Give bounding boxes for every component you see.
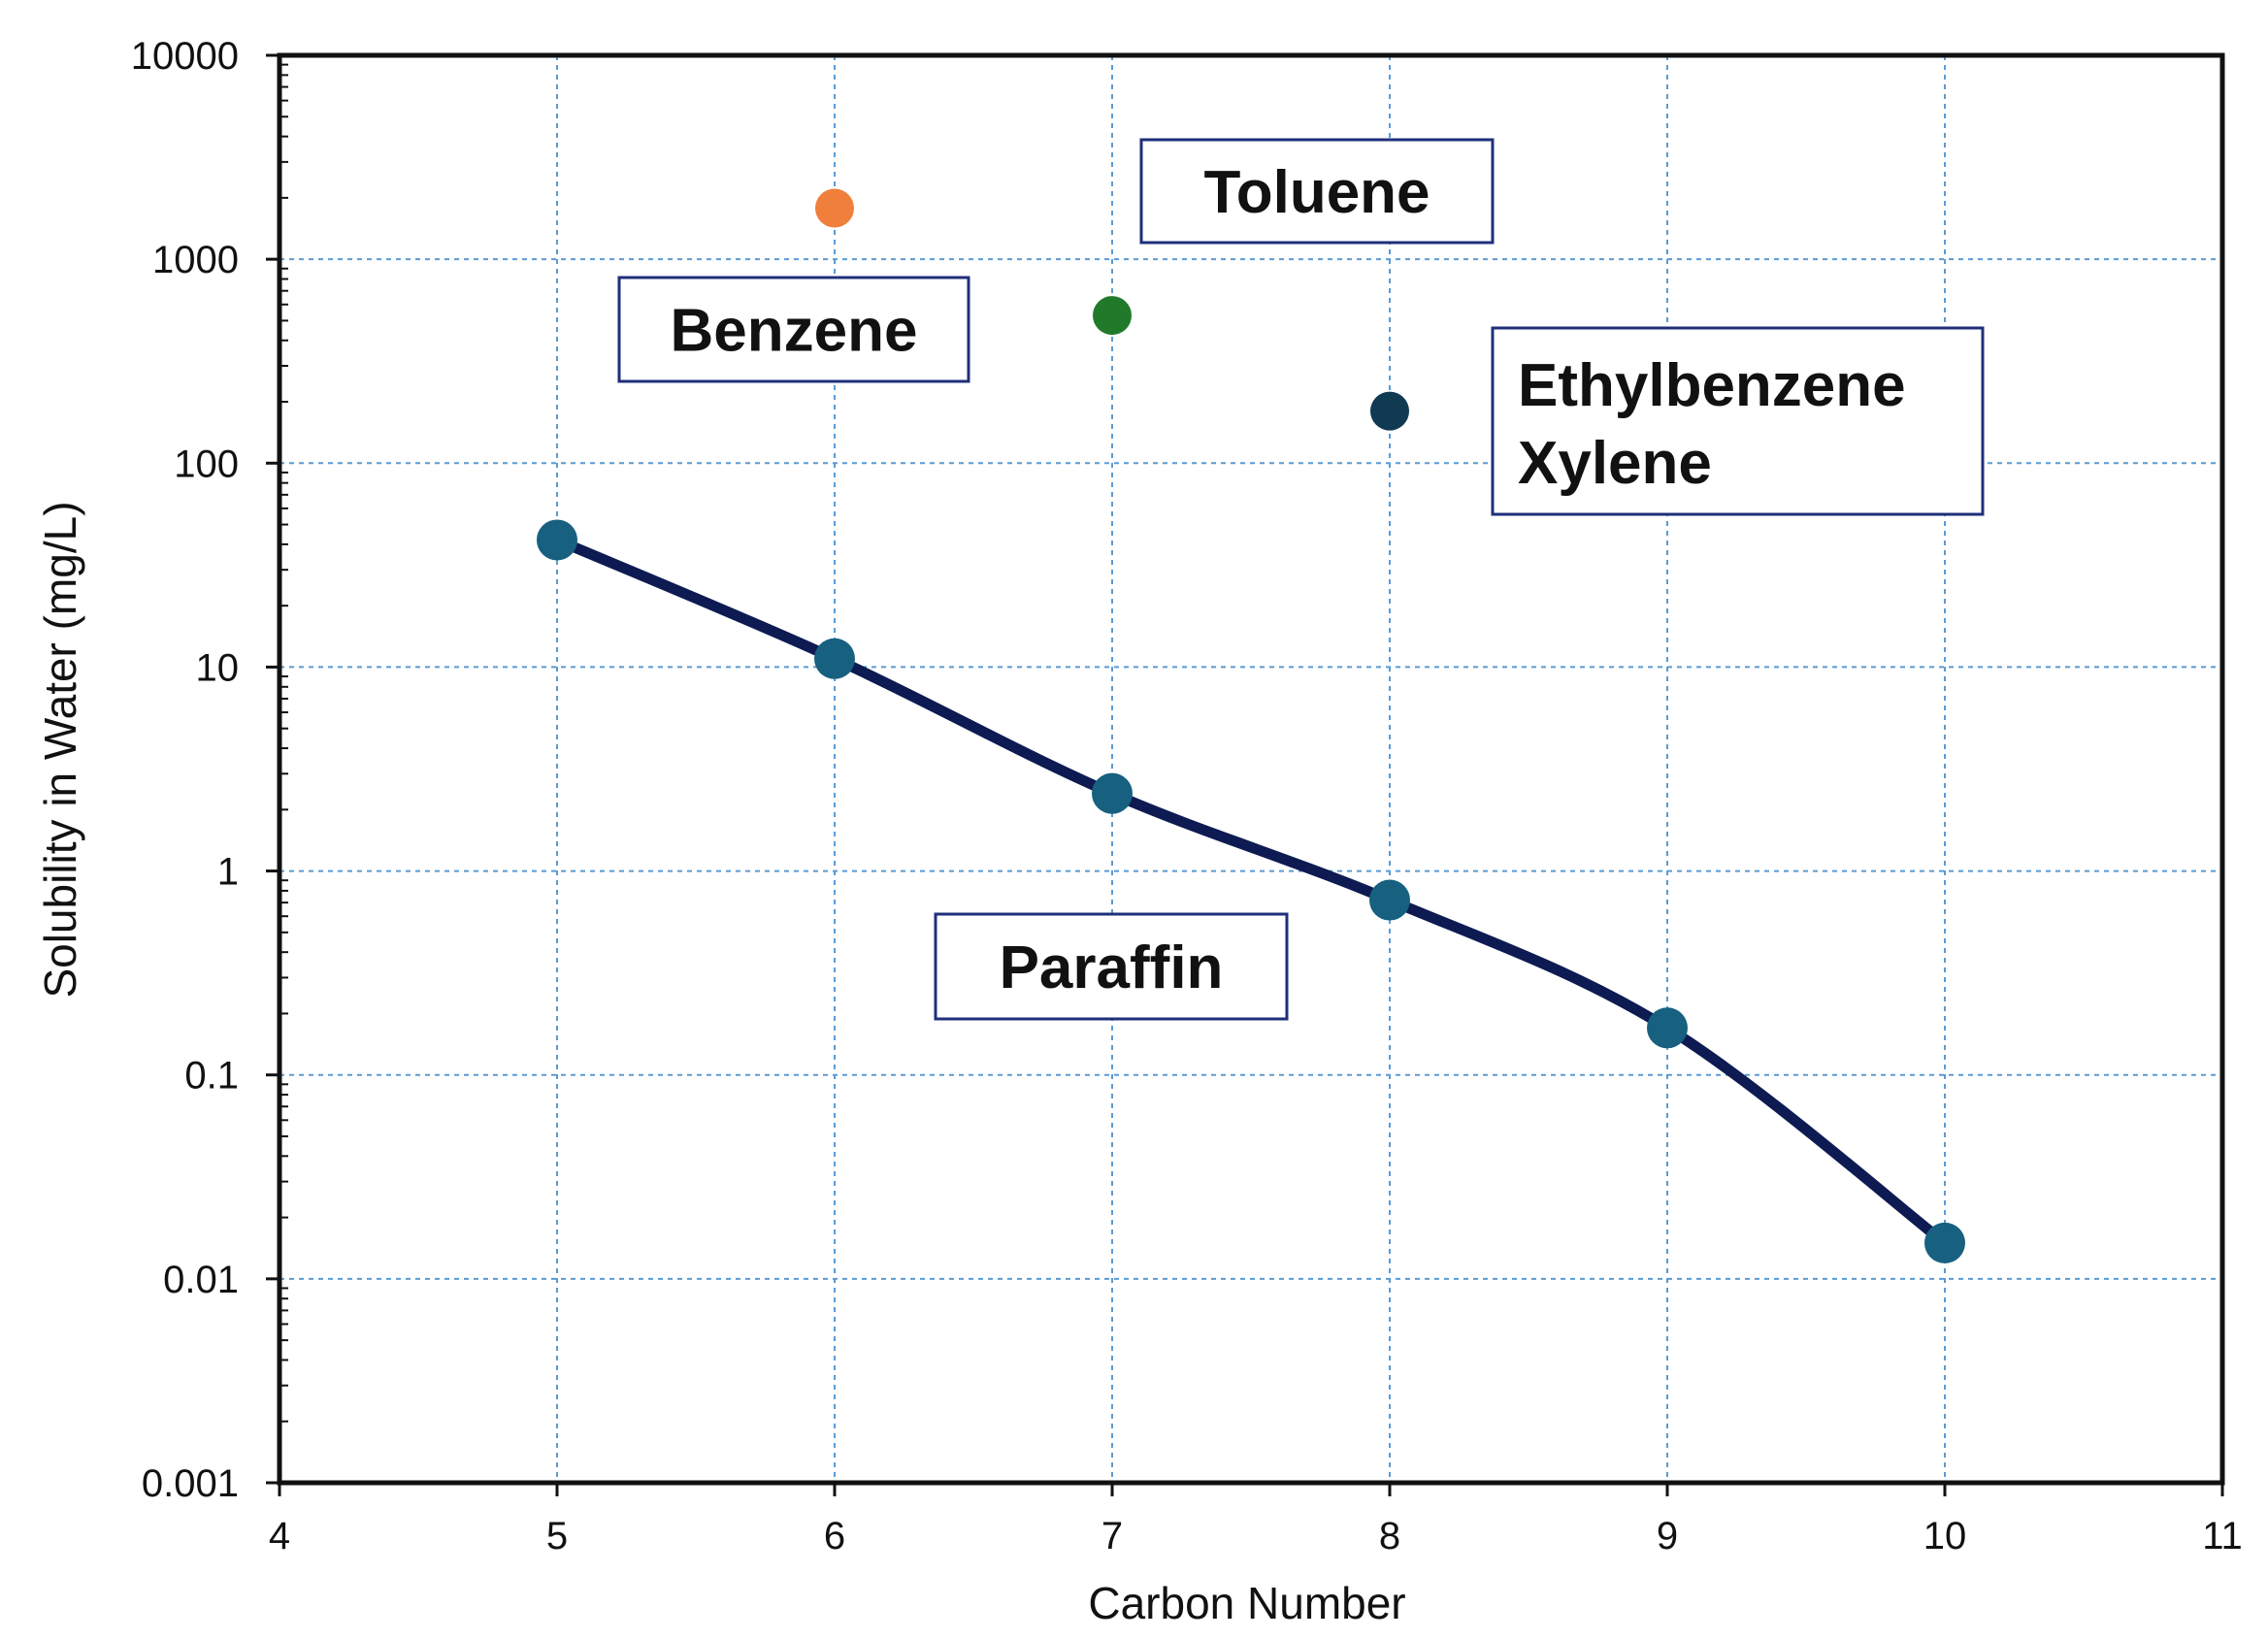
paraffin-label-box: Paraffin bbox=[934, 912, 1289, 1021]
x-tick-label: 8 bbox=[1379, 1515, 1400, 1557]
y-tick-label: 10000 bbox=[131, 35, 239, 78]
x-tick-label: 9 bbox=[1657, 1515, 1678, 1557]
paraffin-data-point bbox=[1092, 772, 1133, 814]
grid bbox=[279, 55, 2222, 1483]
x-tick-label: 10 bbox=[1923, 1515, 1967, 1557]
x-tick-label: 11 bbox=[2202, 1515, 2243, 1557]
paraffin-data-point bbox=[1647, 1007, 1688, 1049]
x-tick-label: 5 bbox=[546, 1515, 568, 1557]
aromatic-data-point bbox=[1370, 391, 1409, 431]
annotation-label: Paraffin bbox=[1000, 934, 1224, 1001]
plot-area-frame bbox=[277, 52, 2225, 1486]
y-tick-label: 0.1 bbox=[184, 1055, 239, 1098]
x-axis-tick-labels: 4 5 6 7 8 9 10 11 bbox=[269, 1515, 2243, 1557]
label-box-border bbox=[934, 912, 1289, 1021]
x-tick-label: 4 bbox=[269, 1515, 290, 1557]
ethylbenzene-xylene-label-box: Ethylbenzene Xylene bbox=[1491, 326, 1985, 516]
x-tick-label: 7 bbox=[1101, 1515, 1123, 1557]
aromatic-data-point bbox=[815, 188, 854, 228]
annotation-label: Benzene bbox=[671, 298, 918, 365]
x-tick-label: 6 bbox=[824, 1515, 845, 1557]
annotation-label: Toluene bbox=[1203, 159, 1430, 226]
aromatic-data-point bbox=[1093, 296, 1132, 336]
benzene-label-box: Benzene bbox=[617, 276, 970, 383]
y-tick-label: 100 bbox=[174, 443, 239, 485]
label-box-border bbox=[1139, 138, 1495, 245]
label-box-border bbox=[617, 276, 970, 383]
y-tick-label: 1000 bbox=[152, 239, 239, 281]
label-box-border bbox=[1491, 326, 1985, 516]
paraffin-data-point bbox=[1924, 1222, 1965, 1263]
annotation-layer: Benzene Toluene Ethylbenzene Xylene Paraffin bbox=[617, 138, 1985, 1021]
annotation-label: Xylene bbox=[1518, 430, 1712, 497]
y-tick-label: 1 bbox=[217, 851, 239, 894]
y-tick-label: 10 bbox=[196, 646, 240, 689]
y-tick-label: 0.01 bbox=[163, 1259, 239, 1301]
toluene-label-box: Toluene bbox=[1139, 138, 1495, 245]
y-tick-label: 0.001 bbox=[142, 1462, 239, 1505]
axis-ticks bbox=[266, 53, 2224, 1496]
y-axis-tick-labels: 0.001 0.01 0.1 1 10 100 1000 10000 bbox=[131, 35, 239, 1505]
x-axis-title: Carbon Number bbox=[1088, 1578, 1405, 1628]
paraffin-data-point bbox=[1369, 879, 1410, 921]
annotation-label: Ethylbenzene bbox=[1518, 352, 1906, 419]
paraffin-series-line bbox=[551, 534, 1951, 1249]
paraffin-data-point bbox=[537, 519, 577, 561]
y-axis-title: Solubility in Water (mg/L) bbox=[35, 501, 85, 998]
paraffin-data-point bbox=[814, 638, 855, 679]
series-layer bbox=[537, 188, 1965, 1263]
